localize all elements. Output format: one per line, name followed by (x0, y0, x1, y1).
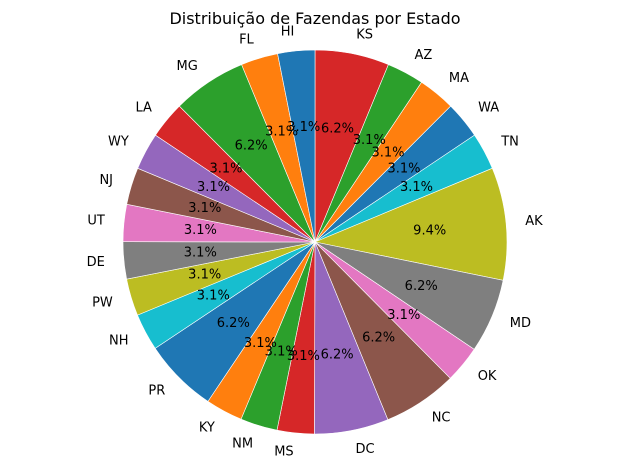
pie-percent-label-md: 6.2% (405, 279, 438, 294)
pie-percent-label-nm: 3.1% (265, 345, 298, 360)
pie-percent-label-az: 3.1% (353, 133, 386, 148)
pie-category-label-fl: FL (239, 32, 254, 47)
pie-percent-label-tn: 3.1% (400, 180, 433, 195)
pie-category-label-wa: WA (478, 100, 499, 115)
pie-percent-label-dc: 6.2% (321, 348, 354, 363)
pie-percent-label-nj: 3.1% (188, 201, 221, 216)
pie-category-label-az: AZ (415, 48, 433, 63)
pie-category-label-pw: PW (92, 295, 113, 310)
pie-percent-label-ak: 9.4% (413, 223, 446, 238)
pie-category-label-ms: MS (274, 445, 293, 460)
pie-percent-label-la: 3.1% (209, 161, 242, 176)
pie-slices (122, 49, 508, 435)
pie-category-label-ok: OK (478, 369, 497, 384)
pie-slice-ak (313, 167, 508, 281)
pie-percent-label-de: 3.1% (184, 246, 217, 261)
chart-title: Distribuição de Fazendas por Estado (169, 9, 460, 28)
pie-slice-hi (277, 49, 316, 243)
pie-percent-label-nh: 3.1% (197, 289, 230, 304)
pie-category-label-mg: MG (177, 59, 198, 74)
pie-category-label-hi: HI (281, 24, 295, 39)
pie-category-label-ut: UT (87, 214, 105, 229)
pie-category-label-pr: PR (148, 384, 165, 399)
pie-percent-label-ms: 3.1% (287, 349, 320, 364)
pie-percent-label-ks: 6.2% (321, 122, 354, 137)
pie-percent-label-wa: 3.1% (387, 161, 420, 176)
pie-category-label-md: MD (510, 316, 531, 331)
pie-percent-label-ut: 3.1% (184, 223, 217, 238)
pie-percent-label-pw: 3.1% (188, 268, 221, 283)
pie-category-label-ma: MA (449, 71, 469, 86)
pie-percent-label-wy: 3.1% (197, 180, 230, 195)
pie-percent-label-ok: 3.1% (387, 308, 420, 323)
pie-category-label-nc: NC (432, 411, 451, 426)
pie-category-label-wy: WY (108, 135, 129, 150)
pie-percent-labels: 6.2%3.1%3.1%3.1%3.1%9.4%6.2%3.1%6.2%6.2%… (184, 120, 446, 364)
pie-category-label-ky: KY (199, 421, 215, 436)
pie-category-labels: KS AZ MA WA TN AK MD OK NC DC MS NM KY PR NH PW DE UT NJ WY… (87, 24, 544, 459)
pie-category-label-nm: NM (232, 436, 253, 451)
pie-category-label-la: LA (135, 100, 152, 115)
pie-percent-label-mg: 6.2% (235, 139, 268, 154)
pie-category-label-de: DE (87, 255, 105, 270)
pie-percent-label-ma: 3.1% (371, 145, 404, 160)
pie-category-label-dc: DC (356, 442, 375, 457)
pie-percent-label-hi: 3.1% (287, 120, 320, 135)
pie-category-label-nh: NH (109, 334, 129, 349)
pie-category-label-ak: AK (525, 214, 543, 229)
pie-category-label-ks: KS (356, 27, 373, 42)
pie-percent-label-nc: 6.2% (362, 331, 395, 346)
pie-category-label-nj: NJ (99, 173, 113, 188)
pie-percent-label-fl: 3.1% (265, 124, 298, 139)
pie-percent-label-ky: 3.1% (244, 336, 277, 351)
pie-category-label-tn: TN (500, 135, 519, 150)
pie-percent-label-pr: 6.2% (217, 316, 250, 331)
